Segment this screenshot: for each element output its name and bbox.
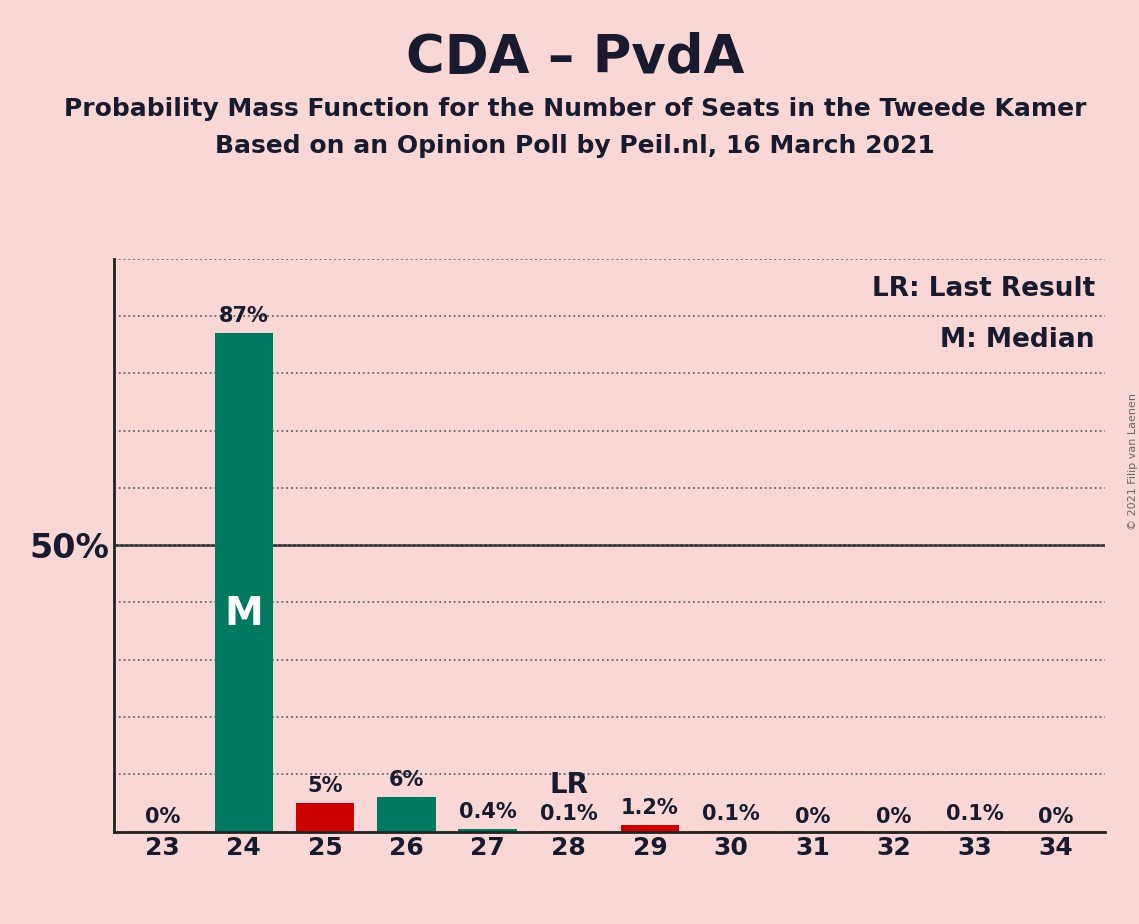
Text: © 2021 Filip van Laenen: © 2021 Filip van Laenen: [1129, 394, 1138, 530]
Text: 0%: 0%: [1039, 807, 1074, 827]
Bar: [214, 334, 273, 832]
Bar: [458, 830, 517, 832]
Text: Based on an Opinion Poll by Peil.nl, 16 March 2021: Based on an Opinion Poll by Peil.nl, 16 …: [215, 134, 935, 158]
Text: 0.1%: 0.1%: [540, 804, 598, 824]
Text: 5%: 5%: [308, 776, 343, 796]
Text: M: M: [224, 595, 263, 633]
Bar: [377, 797, 435, 832]
Text: LR: Last Result: LR: Last Result: [871, 276, 1095, 302]
Text: 1.2%: 1.2%: [621, 797, 679, 818]
Text: 0%: 0%: [795, 807, 830, 827]
Text: 87%: 87%: [219, 307, 269, 326]
Text: LR: LR: [549, 771, 588, 799]
Text: 0%: 0%: [145, 807, 180, 827]
Text: 0.4%: 0.4%: [459, 802, 516, 822]
Text: M: Median: M: Median: [941, 327, 1095, 354]
Text: Probability Mass Function for the Number of Seats in the Tweede Kamer: Probability Mass Function for the Number…: [64, 97, 1087, 121]
Text: 6%: 6%: [388, 771, 424, 790]
Bar: [296, 803, 354, 832]
Text: CDA – PvdA: CDA – PvdA: [405, 32, 745, 84]
Text: 0%: 0%: [876, 807, 911, 827]
Bar: [621, 825, 679, 832]
Text: 0.1%: 0.1%: [947, 804, 1003, 824]
Text: 0.1%: 0.1%: [703, 804, 760, 824]
